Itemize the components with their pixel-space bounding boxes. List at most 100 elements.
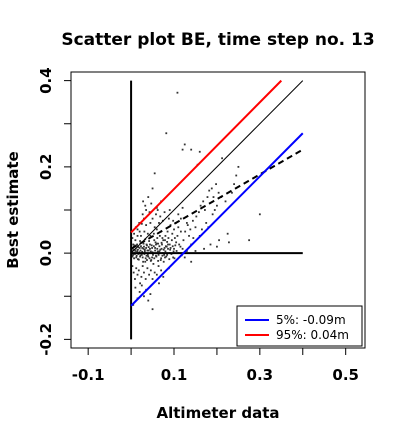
- data-point: [179, 230, 182, 233]
- data-point: [135, 267, 138, 270]
- data-point: [151, 247, 154, 249]
- data-point: [224, 200, 227, 203]
- data-point: [156, 209, 159, 211]
- data-point: [153, 172, 156, 175]
- data-point: [159, 215, 162, 218]
- data-point: [165, 132, 168, 135]
- data-point: [153, 226, 156, 229]
- data-point: [158, 245, 161, 248]
- data-point: [175, 250, 178, 252]
- data-point: [143, 295, 145, 298]
- data-point: [164, 250, 167, 253]
- data-point: [131, 255, 134, 258]
- ticks-layer: -0.1 0.1 0.3 0.5 -0.2 0.0 0.2 0.4: [37, 67, 359, 384]
- data-point: [158, 222, 160, 224]
- data-point: [210, 187, 213, 190]
- data-point: [134, 286, 137, 289]
- data-point: [152, 245, 155, 248]
- data-point: [173, 257, 176, 260]
- data-point: [152, 263, 155, 265]
- data-point: [185, 222, 188, 224]
- data-point: [177, 226, 180, 229]
- data-point: [171, 245, 174, 248]
- data-point: [135, 256, 138, 259]
- data-point: [173, 237, 176, 239]
- data-point: [145, 247, 148, 249]
- data-point: [203, 247, 205, 250]
- legend-box: [236, 305, 363, 347]
- data-point: [138, 230, 141, 233]
- data-point: [213, 209, 216, 211]
- data-point: [175, 241, 178, 244]
- data-point: [167, 243, 169, 246]
- data-point: [155, 273, 158, 276]
- data-point: [133, 244, 136, 247]
- data-point: [160, 257, 163, 260]
- data-point: [231, 191, 233, 194]
- data-point: [218, 239, 220, 242]
- x-tick-label: 0.5: [332, 366, 359, 384]
- data-point: [179, 217, 182, 220]
- data-point: [147, 255, 150, 258]
- data-point: [147, 249, 150, 252]
- data-point: [176, 91, 179, 94]
- data-point: [235, 174, 238, 177]
- data-point: [144, 257, 147, 260]
- data-point: [168, 243, 171, 246]
- data-point: [158, 282, 160, 285]
- data-point: [155, 206, 158, 209]
- data-point: [221, 157, 223, 160]
- data-point: [228, 241, 230, 244]
- data-point: [149, 234, 152, 237]
- y-tick-label: 0.0: [37, 240, 55, 267]
- data-point: [194, 226, 197, 229]
- data-point: [132, 248, 135, 251]
- data-point: [137, 246, 140, 248]
- data-point: [160, 269, 163, 272]
- data-point: [186, 224, 189, 226]
- line-ninety-five: [130, 79, 283, 234]
- data-point: [157, 242, 160, 245]
- data-point: [171, 232, 174, 235]
- data-point: [151, 256, 154, 259]
- data-point: [192, 237, 195, 239]
- data-point: [178, 243, 181, 246]
- data-point: [148, 211, 151, 214]
- data-point: [166, 241, 169, 243]
- data-point: [149, 247, 151, 250]
- data-point: [149, 293, 152, 295]
- data-point: [177, 213, 180, 216]
- data-point: [181, 206, 184, 209]
- data-point: [173, 247, 175, 250]
- data-point: [132, 271, 135, 274]
- data-point: [147, 196, 150, 198]
- data-point: [154, 249, 157, 252]
- data-point: [154, 247, 157, 249]
- data-point: [141, 265, 144, 267]
- data-point: [141, 256, 144, 259]
- data-point: [135, 254, 138, 257]
- data-point: [155, 228, 158, 231]
- data-point: [156, 250, 159, 253]
- data-point: [145, 254, 148, 257]
- data-point: [139, 254, 142, 257]
- data-point: [136, 273, 139, 276]
- data-point: [157, 253, 160, 256]
- data-point: [155, 243, 157, 246]
- y-axis-label: Best estimate: [4, 151, 22, 268]
- data-point: [151, 278, 154, 280]
- data-point: [152, 253, 154, 256]
- data-point: [160, 241, 163, 244]
- data-point: [134, 250, 137, 252]
- data-point: [132, 243, 135, 246]
- data-point: [167, 217, 170, 220]
- data-point: [157, 259, 160, 262]
- data-point: [144, 260, 147, 263]
- data-point: [202, 200, 205, 203]
- data-point: [194, 250, 197, 252]
- data-point: [159, 248, 162, 251]
- data-point: [139, 282, 141, 285]
- data-point: [172, 250, 175, 253]
- data-point: [143, 271, 145, 274]
